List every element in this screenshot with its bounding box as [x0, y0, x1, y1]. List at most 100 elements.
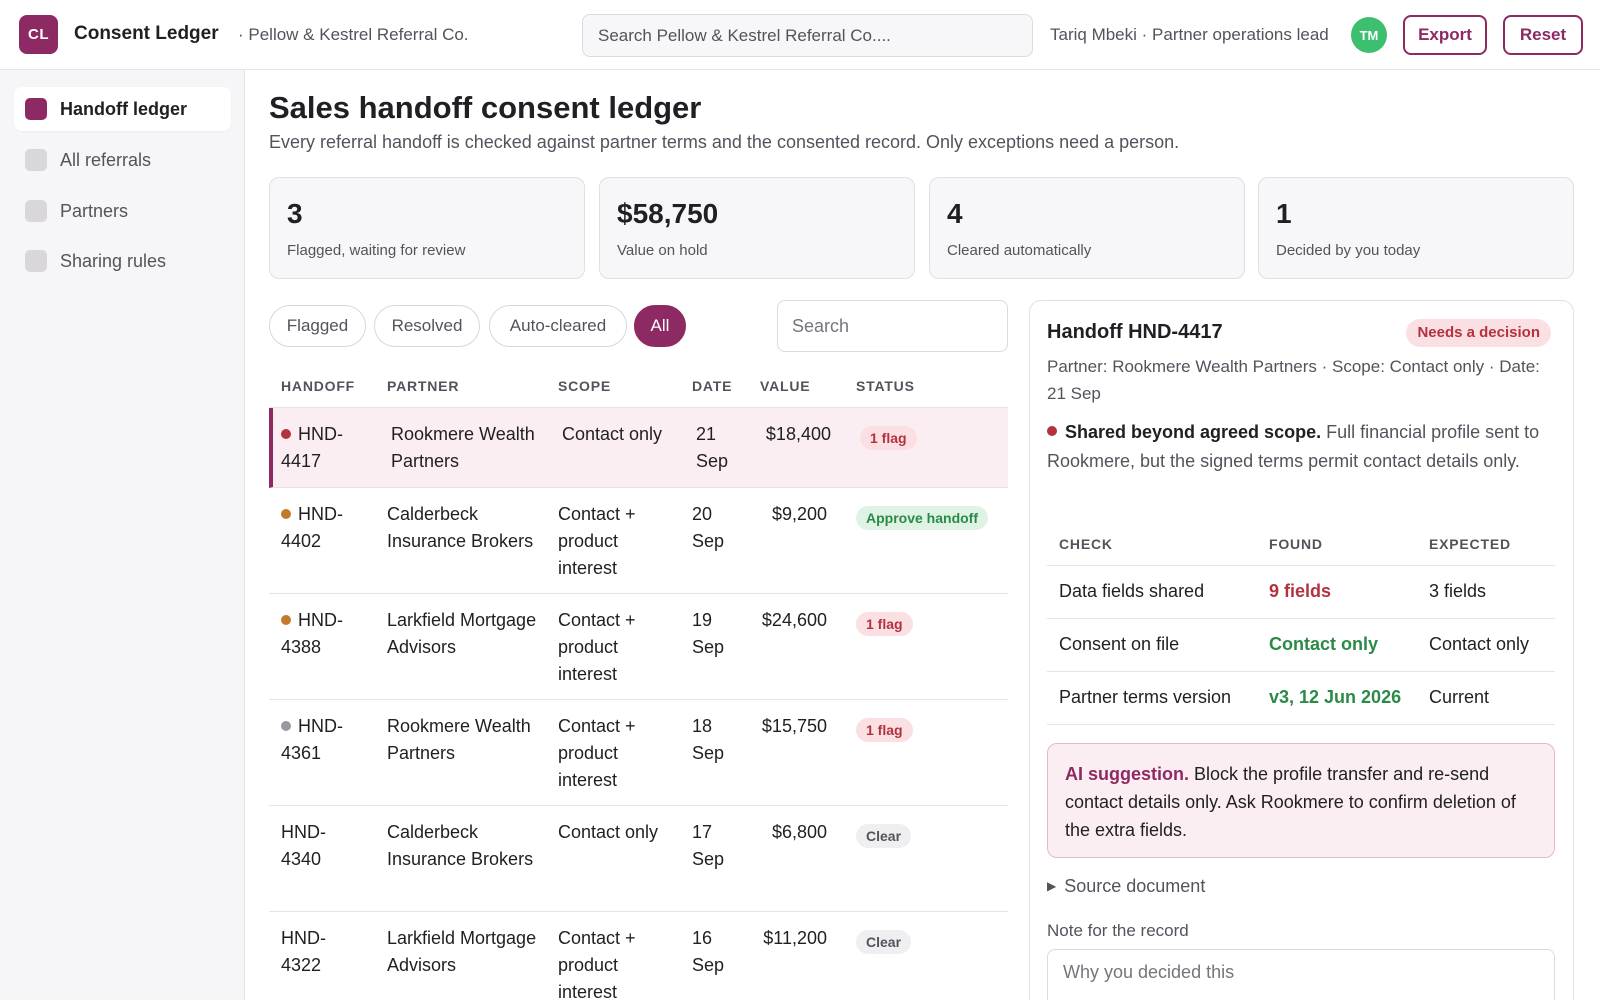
cell-partner: Calderbeck Insurance Brokers — [387, 504, 534, 551]
table-row[interactable]: HND- 4340 Calderbeck Insurance Brokers Cont… — [269, 806, 1008, 912]
issue-text: Full financial profile sent to Rookmere,… — [1047, 422, 1540, 471]
cell-scope: Contact + product interest — [558, 928, 636, 1000]
alert-dot-icon — [1047, 426, 1057, 436]
sidebar-item-partners[interactable]: Partners — [14, 189, 231, 233]
cell-value: $24,600 — [761, 610, 827, 630]
cell-scope: Contact + product interest — [558, 504, 636, 578]
nav-square-icon — [25, 98, 47, 120]
nav-square-icon — [25, 149, 47, 171]
avatar[interactable]: TM — [1351, 17, 1387, 53]
filter-chip-flagged[interactable]: Flagged — [269, 305, 366, 347]
stat-card-flagged: 3 Flagged, waiting for review — [269, 177, 585, 279]
cell-status: 1 flag — [856, 610, 913, 637]
cell-value: $18,400 — [765, 424, 831, 444]
column-header-partner[interactable]: PARTNER — [387, 378, 460, 394]
handoff-id-line: HND- — [298, 504, 343, 524]
issue-heading: Shared beyond agreed scope. — [1065, 422, 1322, 442]
check-found: 9 fields — [1269, 581, 1332, 601]
handoff-id-line: 4340 — [281, 849, 322, 869]
app-name: Consent Ledger — [74, 23, 219, 44]
handoff-table: HANDOFF PARTNER SCOPE DATE VALUE STATUS … — [269, 366, 1008, 1000]
checks-column-expected: EXPECTED — [1429, 536, 1511, 552]
cell-date: 19 Sep — [692, 607, 742, 661]
cell-scope: Contact + product interest — [558, 610, 636, 684]
sidebar-item-all-referrals[interactable]: All referrals — [14, 138, 231, 182]
filter-chip-resolved[interactable]: Resolved — [374, 305, 480, 347]
table-row[interactable]: HND- 4388 Larkfield Mortgage Advisors Conta… — [269, 594, 1008, 700]
table-row[interactable]: HND- 4417 Rookmere Wealth Partners Contact … — [269, 408, 1008, 488]
column-header-scope[interactable]: SCOPE — [558, 378, 612, 394]
table-search-input[interactable] — [777, 300, 1008, 352]
check-name: Partner terms version — [1059, 687, 1232, 707]
cell-handoff: HND- 4388 — [281, 607, 371, 661]
handoff-id-line: 4361 — [281, 743, 322, 763]
filter-chip-all[interactable]: All — [634, 305, 686, 347]
detail-title: Handoff HND-4417 — [1047, 321, 1223, 343]
source-document-toggle[interactable]: ▶ Source document — [1047, 876, 1205, 897]
status-dot-icon — [281, 615, 291, 625]
sidebar-item-sharing-rules[interactable]: Sharing rules — [14, 239, 231, 283]
top-bar: CL Consent Ledger · Pellow & Kestrel Ref… — [0, 0, 1600, 70]
cell-handoff: HND- 4322 — [281, 925, 371, 979]
app-logo: CL — [19, 15, 58, 54]
column-header-date[interactable]: DATE — [692, 378, 733, 394]
filter-chip-auto-cleared[interactable]: Auto-cleared — [489, 305, 627, 347]
status-badge: 1 flag — [856, 718, 913, 742]
cell-status: Approve handoff — [856, 504, 988, 531]
check-found: v3, 12 Jun 2026 — [1269, 687, 1402, 707]
sidebar: Handoff ledger All referrals Partners Sh… — [0, 70, 245, 1000]
date-line: Sep — [692, 531, 725, 551]
global-search-input[interactable] — [582, 14, 1033, 57]
cell-date: 21 Sep — [696, 421, 746, 475]
page-title: Sales handoff consent ledger — [269, 90, 702, 125]
column-header-handoff[interactable]: HANDOFF — [281, 378, 356, 394]
cell-scope: Contact + product interest — [558, 716, 636, 790]
date-line: Sep — [692, 849, 725, 869]
check-row: Data fields shared 9 fields 3 fields — [1047, 566, 1555, 619]
detail-panel: Handoff HND-4417 Needs a decision Partne… — [1029, 300, 1574, 1000]
detail-meta: Partner: Rookmere Wealth Partners · Scop… — [1047, 357, 1540, 403]
cell-date: 18 Sep — [692, 713, 742, 767]
table-row[interactable]: HND- 4322 Larkfield Mortgage Advisors Conta… — [269, 912, 1008, 1000]
cell-date: 17 Sep — [692, 819, 742, 873]
cell-status: 1 flag — [860, 424, 917, 451]
user-label: Tariq Mbeki · Partner operations lead — [1050, 25, 1329, 44]
cell-scope: Contact only — [562, 424, 663, 444]
ai-suggestion-box: AI suggestion. Block the profile transfe… — [1047, 743, 1555, 858]
cell-partner: Calderbeck Insurance Brokers — [387, 822, 534, 869]
checks-column-check: CHECK — [1059, 536, 1113, 552]
column-header-status[interactable]: STATUS — [856, 378, 915, 394]
nav-square-icon — [25, 200, 47, 222]
approve-handoff-button[interactable]: Approve handoff — [856, 506, 988, 530]
handoff-id-line: HND- — [298, 424, 343, 444]
check-row: Consent on file Contact only Contact onl… — [1047, 619, 1555, 672]
check-expected: Current — [1429, 687, 1490, 707]
column-header-value[interactable]: VALUE — [760, 378, 811, 394]
table-row[interactable]: HND- 4402 Calderbeck Insurance Brokers Cont… — [269, 488, 1008, 594]
stat-value: $58,750 — [617, 198, 719, 229]
cell-partner: Rookmere Wealth Partners — [391, 424, 535, 471]
note-field[interactable] — [1047, 949, 1555, 1000]
check-row: Partner terms version v3, 12 Jun 2026 Cu… — [1047, 672, 1555, 725]
org-name: · Pellow & Kestrel Referral Co. — [238, 25, 469, 44]
caret-right-icon: ▶ — [1047, 879, 1057, 893]
nav-square-icon — [25, 250, 47, 272]
sidebar-item-label: All referrals — [60, 149, 152, 170]
stat-label: Decided by you today — [1276, 242, 1421, 259]
sidebar-item-handoff-ledger[interactable]: Handoff ledger — [14, 87, 231, 131]
date-line: Sep — [692, 637, 725, 657]
reset-button[interactable]: Reset — [1503, 15, 1583, 55]
stat-card-cleared: 4 Cleared automatically — [929, 177, 1245, 279]
date-line: 18 — [692, 716, 713, 736]
table-row[interactable]: HND- 4361 Rookmere Wealth Partners Contact … — [269, 700, 1008, 806]
status-badge: 1 flag — [860, 426, 917, 450]
source-document-label: Source document — [1064, 876, 1206, 896]
cell-value: $9,200 — [771, 504, 827, 524]
stat-card-decided: 1 Decided by you today — [1258, 177, 1574, 279]
date-line: 17 — [692, 822, 713, 842]
status-dot-icon — [281, 721, 291, 731]
page-subtitle: Every referral handoff is checked agains… — [269, 132, 1180, 152]
cell-handoff: HND- 4417 — [281, 421, 371, 475]
export-button[interactable]: Export — [1403, 15, 1487, 55]
sidebar-item-label: Handoff ledger — [60, 98, 188, 119]
